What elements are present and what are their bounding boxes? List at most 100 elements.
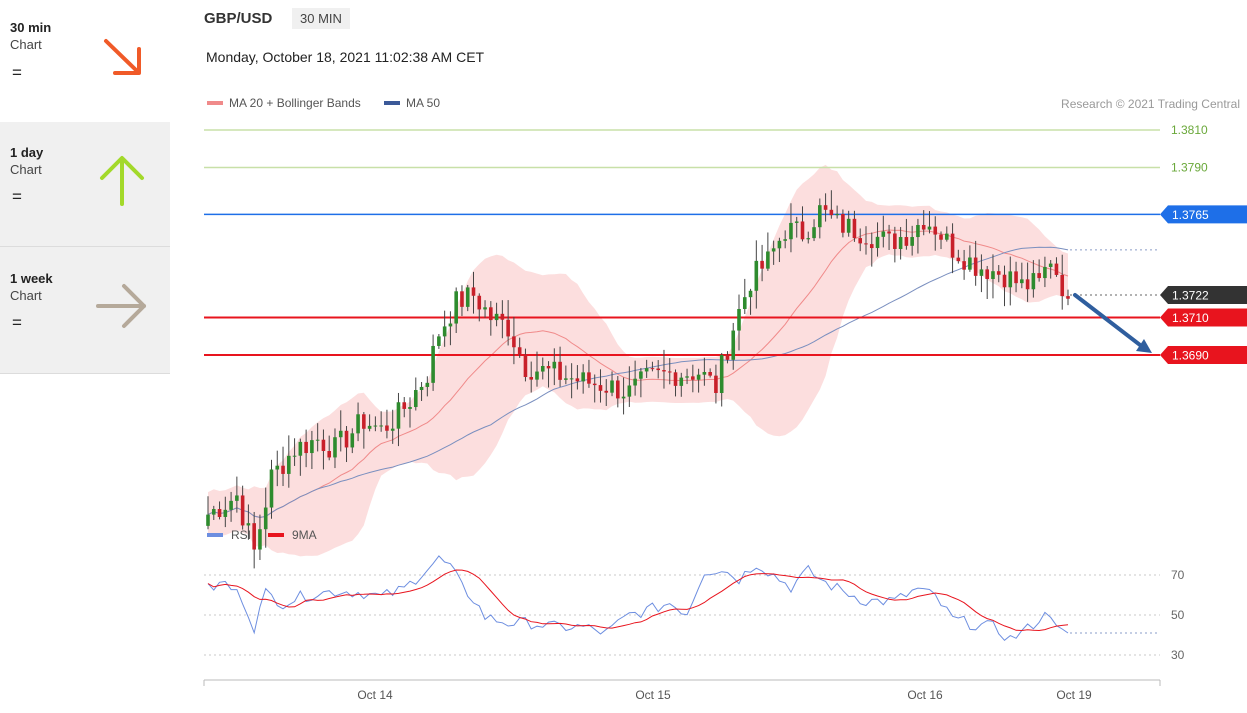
legend-ma20: MA 20 + Bollinger Bands bbox=[229, 96, 361, 110]
candle-body bbox=[846, 218, 851, 233]
candle-body bbox=[460, 291, 464, 307]
candle-body bbox=[540, 366, 545, 372]
arrow-right-icon bbox=[96, 284, 146, 328]
candle-body bbox=[402, 402, 407, 409]
candle-body bbox=[985, 269, 989, 280]
level-label: 1.3710 bbox=[1172, 311, 1209, 325]
legend-ma50: MA 50 bbox=[406, 96, 440, 110]
candle-body bbox=[258, 529, 262, 550]
candle-body bbox=[235, 495, 239, 501]
candle-body bbox=[281, 465, 285, 474]
ma50-line bbox=[207, 246, 1069, 518]
candle-body bbox=[408, 407, 412, 409]
candle-body bbox=[754, 260, 759, 291]
candle-body bbox=[454, 291, 458, 324]
candle-body bbox=[569, 378, 574, 380]
candle-body bbox=[269, 469, 274, 508]
candle-body bbox=[1020, 279, 1024, 284]
legend-swatch-9ma bbox=[268, 533, 284, 537]
candle-body bbox=[217, 509, 222, 517]
candle-body bbox=[673, 372, 678, 386]
candle-body bbox=[800, 221, 805, 240]
candle-body bbox=[869, 244, 874, 249]
candle-body bbox=[448, 323, 453, 327]
timeframe-30min[interactable]: 30 min Chart = bbox=[0, 0, 170, 123]
candle-body bbox=[517, 347, 522, 355]
timeframe-sign: = bbox=[12, 187, 22, 206]
legend-rsi: RSI bbox=[231, 528, 251, 542]
candle-body bbox=[263, 507, 268, 530]
candle-body bbox=[419, 386, 424, 391]
candle-body bbox=[760, 260, 764, 269]
candle-body bbox=[702, 371, 707, 375]
rsi-tick-label: 30 bbox=[1171, 648, 1185, 662]
arrow-up-icon bbox=[100, 156, 144, 206]
candle-body bbox=[390, 428, 395, 431]
candle-body bbox=[916, 224, 920, 238]
candle-body bbox=[904, 237, 909, 246]
candle-body bbox=[211, 509, 216, 515]
candle-body bbox=[275, 465, 280, 470]
candle-body bbox=[691, 376, 695, 380]
rsi-line bbox=[207, 555, 1069, 641]
level-label: 1.3690 bbox=[1172, 349, 1209, 363]
candle-body bbox=[818, 205, 822, 228]
candle-body bbox=[356, 414, 360, 434]
candle-body bbox=[748, 290, 753, 298]
candle-body bbox=[552, 361, 557, 369]
candle-body bbox=[500, 313, 505, 320]
candle-body bbox=[321, 439, 326, 451]
timeframe-1day[interactable]: 1 day Chart = bbox=[0, 122, 170, 247]
candle-body bbox=[344, 430, 349, 448]
level-label: 1.3765 bbox=[1172, 208, 1209, 222]
candle-body bbox=[1048, 263, 1053, 267]
candle-body bbox=[621, 396, 626, 399]
candle-body bbox=[1025, 279, 1030, 290]
legend-swatch-rsi bbox=[207, 533, 223, 537]
x-axis-label: Oct 15 bbox=[635, 688, 671, 702]
candle-body bbox=[1008, 271, 1013, 288]
candle-body bbox=[327, 450, 332, 458]
candle-body bbox=[252, 523, 256, 550]
ma20-line bbox=[207, 229, 1069, 518]
candle-body bbox=[783, 239, 787, 241]
level-label: 1.3810 bbox=[1171, 123, 1208, 137]
candle-body bbox=[471, 287, 476, 296]
candle-body bbox=[506, 319, 510, 337]
candle-body bbox=[437, 336, 441, 346]
legend-9ma: 9MA bbox=[292, 528, 317, 542]
candle-body bbox=[766, 251, 770, 269]
candle-body bbox=[1054, 263, 1059, 275]
candle-body bbox=[627, 385, 632, 397]
level-tag bbox=[1160, 205, 1247, 224]
candle-body bbox=[944, 233, 949, 240]
level-tag bbox=[1160, 308, 1247, 327]
legend-swatch-ma20 bbox=[207, 101, 223, 105]
candle-body bbox=[719, 354, 724, 393]
forecast-arrow bbox=[1073, 293, 1146, 350]
candle-body bbox=[396, 402, 401, 429]
candle-body bbox=[887, 231, 891, 234]
candle-body bbox=[979, 269, 984, 276]
candle-body bbox=[939, 234, 943, 240]
chart-credit: Research © 2021 Trading Central bbox=[1061, 97, 1240, 111]
candle-body bbox=[950, 233, 955, 258]
candle-body bbox=[1037, 273, 1041, 279]
candle-body bbox=[442, 326, 447, 337]
candle-body bbox=[881, 231, 886, 237]
candle-body bbox=[962, 261, 966, 270]
candle-body bbox=[708, 371, 712, 376]
candle-body bbox=[333, 437, 337, 458]
candle-body bbox=[829, 209, 834, 216]
timeframe-label: 30 min bbox=[10, 20, 52, 35]
candle-body bbox=[1002, 274, 1007, 288]
candle-body bbox=[650, 368, 655, 370]
timeframe-1week[interactable]: 1 week Chart = bbox=[0, 247, 170, 374]
candle-body bbox=[835, 214, 839, 216]
x-axis-label: Oct 19 bbox=[1056, 688, 1092, 702]
candle-body bbox=[362, 414, 366, 429]
candle-body bbox=[679, 377, 684, 386]
candle-body bbox=[229, 500, 233, 510]
candle-body bbox=[812, 227, 816, 239]
